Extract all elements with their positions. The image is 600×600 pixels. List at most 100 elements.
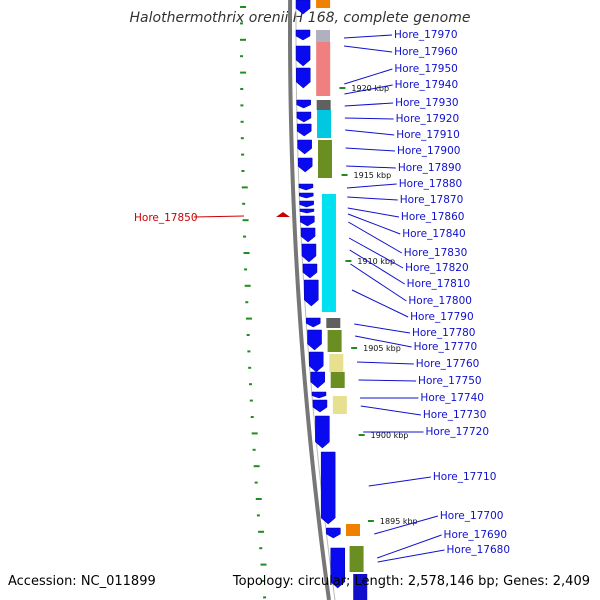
gene-label[interactable]: Hore_17800: [408, 295, 472, 307]
gene-label[interactable]: Hore_17760: [416, 358, 480, 370]
gene-arrow: [299, 200, 314, 208]
gene-arrow: [299, 208, 315, 214]
gc-tick: [240, 88, 244, 90]
gene-label[interactable]: Hore_17690: [444, 529, 508, 541]
gene-leader-line: [368, 476, 431, 487]
gene-label[interactable]: Hore_17780: [412, 327, 476, 339]
gene-label[interactable]: Hore_17870: [400, 194, 464, 206]
gc-tick: [248, 366, 252, 369]
gc-tick: [261, 580, 265, 582]
gc-tick: [240, 137, 244, 140]
gene-leader-line: [343, 45, 393, 53]
gene-label[interactable]: Hore_17920: [396, 113, 460, 125]
highlight-gene-label[interactable]: Hore_17850: [134, 212, 198, 224]
gene-leader-line: [344, 117, 394, 120]
gene-arrow: [308, 351, 324, 373]
kbp-label: 1920 kbp: [351, 84, 389, 93]
gc-tick: [244, 284, 251, 287]
gene-label[interactable]: Hore_17900: [397, 145, 461, 157]
gc-tick: [241, 153, 245, 156]
gene-leader-line: [374, 515, 439, 535]
gene-arrow: [299, 192, 314, 199]
gene-leader-line: [343, 34, 393, 39]
gene-leader-line: [377, 534, 442, 559]
gene-label[interactable]: Hore_17840: [402, 228, 466, 240]
gene-leader-line: [347, 207, 400, 218]
kbp-label: 1910 kbp: [357, 257, 395, 266]
kbp-label: 1905 kbp: [363, 344, 401, 353]
gene-label[interactable]: Hore_17960: [394, 46, 458, 58]
gene-label[interactable]: Hore_17880: [399, 178, 463, 190]
cog-block: [349, 546, 364, 572]
gene-label[interactable]: Hore_17910: [396, 129, 460, 141]
gene-label[interactable]: Hore_17700: [440, 510, 504, 522]
gc-tick: [240, 104, 244, 107]
gene-label[interactable]: Hore_17860: [401, 211, 465, 223]
cog-block: [327, 330, 342, 352]
gene-arrow: [297, 139, 312, 155]
gene-label[interactable]: Hore_17970: [394, 29, 458, 41]
gene-arrow: [296, 99, 311, 109]
gc-tick: [255, 498, 262, 500]
gc-tick: [249, 399, 253, 402]
gc-tick: [246, 334, 250, 336]
gene-label[interactable]: Hore_17680: [447, 544, 511, 556]
gene-leader-line: [345, 147, 395, 152]
gene-label[interactable]: Hore_17790: [410, 311, 474, 323]
cog-block: [353, 574, 368, 600]
gc-tick: [248, 383, 252, 386]
gene-label[interactable]: Hore_17750: [418, 375, 482, 387]
gene-label[interactable]: Hore_17930: [395, 97, 459, 109]
gene-label[interactable]: Hore_17740: [420, 392, 484, 404]
gc-tick: [241, 186, 248, 189]
gene-leader-line: [346, 165, 396, 169]
gene-label[interactable]: Hore_17950: [394, 63, 458, 75]
gene-label[interactable]: Hore_17730: [423, 409, 487, 421]
cog-block: [316, 42, 331, 96]
gene-arrow: [306, 317, 321, 328]
gc-tick: [256, 514, 260, 517]
gc-tick: [240, 71, 247, 74]
gene-label[interactable]: Hore_17720: [425, 426, 489, 438]
gene-arrow: [307, 329, 322, 351]
gene-arrow: [310, 371, 325, 389]
cog-block: [329, 354, 344, 372]
gc-tick: [253, 465, 260, 468]
gene-label[interactable]: Hore_17710: [433, 471, 497, 483]
gene-label[interactable]: Hore_17830: [404, 247, 468, 259]
gc-tick: [260, 563, 267, 566]
gene-arrow: [295, 29, 311, 41]
gene-arrow: [296, 67, 311, 89]
gene-leader-line: [344, 84, 393, 95]
cog-block: [346, 524, 360, 536]
gc-tick: [243, 235, 247, 238]
gene-leader-line: [351, 289, 409, 318]
gene-arrow: [326, 527, 341, 539]
cog-block: [332, 396, 347, 414]
gene-arrow: [298, 183, 314, 191]
gene-leader-line: [377, 549, 445, 563]
gene-label[interactable]: Hore_17890: [398, 162, 462, 174]
gene-label[interactable]: Hore_17940: [395, 79, 459, 91]
gc-tick: [259, 547, 263, 550]
gene-leader-line: [347, 196, 398, 201]
gene-leader-line: [348, 221, 403, 254]
gene-arrow: [297, 157, 313, 173]
gene-leader-line: [350, 263, 407, 302]
gene-arrow: [302, 263, 318, 279]
gene-arrow: [311, 391, 327, 399]
gene-leader-line: [354, 323, 411, 334]
gene-arrow: [301, 243, 317, 263]
gene-label[interactable]: Hore_17810: [407, 278, 471, 290]
gene-label[interactable]: Hore_17770: [414, 341, 478, 353]
gene-leader-line: [349, 249, 405, 285]
gene-arrow: [330, 547, 345, 589]
gene-arrow: [320, 451, 336, 525]
kbp-label: 1915 kbp: [354, 171, 392, 180]
gene-label[interactable]: Hore_17820: [405, 262, 469, 274]
highlight-leader-line: [193, 215, 245, 218]
gene-arrow: [296, 123, 312, 137]
gc-tick: [263, 596, 267, 599]
gene-arrow: [304, 279, 319, 307]
accession-text: Accession: NC_011899: [8, 574, 156, 589]
